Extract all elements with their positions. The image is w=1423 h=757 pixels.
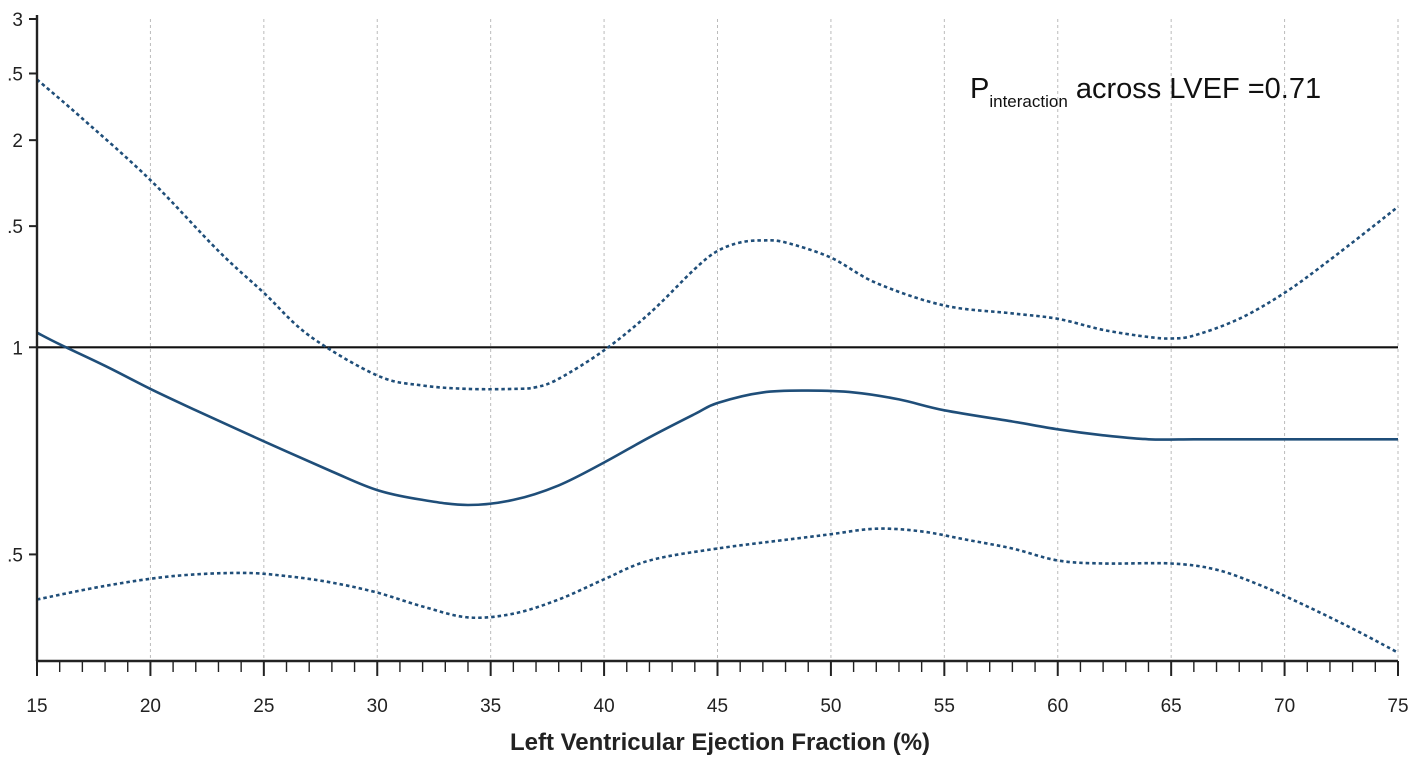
tick-labels: 15 20 25 30 35 40 45 50 55 60 65 70 75 .5 1 .5 2 .5 3	[7, 10, 1408, 717]
series-upper-ci-line	[36, 78, 1399, 391]
y-tick-label-3: 3	[12, 10, 23, 31]
x-tick-label-65: 65	[1161, 696, 1182, 717]
x-tick-label-45: 45	[707, 696, 728, 717]
x-tick-label-70: 70	[1274, 696, 1295, 717]
x-tick-label-40: 40	[594, 696, 615, 717]
x-tick-label-15: 15	[26, 696, 47, 717]
annotation-main: P	[970, 73, 989, 105]
annotation-rest: across LVEF =0.71	[1068, 73, 1321, 105]
series-estimate-line	[36, 331, 1398, 507]
x-tick-label-35: 35	[480, 696, 501, 717]
x-tick-label-30: 30	[367, 696, 388, 717]
x-tick-label-20: 20	[140, 696, 161, 717]
x-axis-title: Left Ventricular Ejection Fraction (%)	[510, 729, 930, 756]
annotation-subscript: interaction	[989, 92, 1067, 111]
interaction-annotation: Pinteraction across LVEF =0.71	[970, 73, 1321, 111]
y-tick-label-0.5: .5	[7, 545, 23, 566]
x-tick-label-55: 55	[934, 696, 955, 717]
y-tick-label-1: 1	[12, 338, 23, 359]
x-tick-label-75: 75	[1387, 696, 1408, 717]
y-tick-label-2: 2	[12, 131, 23, 152]
y-tick-label-2.5: .5	[7, 64, 23, 85]
vertical-gridlines	[149, 19, 1399, 661]
x-tick-label-50: 50	[820, 696, 841, 717]
series-lower-ci-line	[36, 527, 1399, 654]
x-tick-label-25: 25	[253, 696, 274, 717]
series-group	[36, 78, 1399, 654]
y-tick-label-1.5: .5	[7, 217, 23, 238]
axes	[29, 15, 1399, 676]
x-tick-label-60: 60	[1047, 696, 1068, 717]
